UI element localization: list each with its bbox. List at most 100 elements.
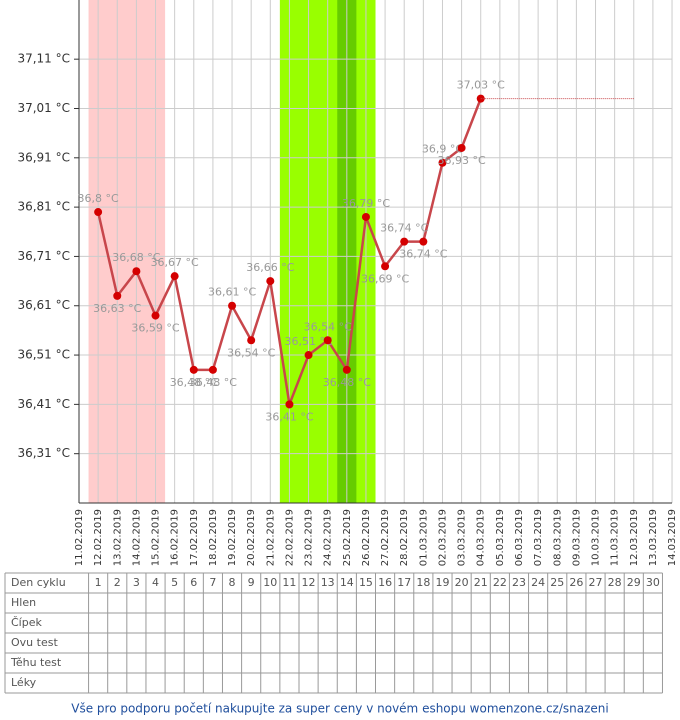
x-tick-label: 11.02.2019 xyxy=(74,509,85,566)
y-tick-label: 37,01 °C xyxy=(17,101,70,115)
row-label: Léky xyxy=(11,676,37,689)
x-tick-label: 10.03.2019 xyxy=(591,509,602,566)
data-label: 36,48 °C xyxy=(189,376,237,389)
y-tick-label: 36,61 °C xyxy=(17,298,70,312)
footer-link[interactable]: Vše pro podporu početí nakupujte za supe… xyxy=(71,702,608,716)
x-tick-label: 27.02.2019 xyxy=(380,509,391,566)
data-label: 36,9 °C xyxy=(422,143,463,156)
cycle-day: 19 xyxy=(435,576,449,589)
x-tick-label: 13.03.2019 xyxy=(648,509,659,566)
point xyxy=(304,351,313,360)
cycle-day: 16 xyxy=(378,576,392,589)
x-tick-label: 28.02.2019 xyxy=(399,509,410,566)
data-label: 36,48 °C xyxy=(170,376,218,389)
point xyxy=(342,365,351,374)
point xyxy=(247,336,256,345)
cycle-day: 8 xyxy=(229,576,236,589)
point xyxy=(457,143,466,152)
point xyxy=(94,208,103,217)
x-tick-label: 05.03.2019 xyxy=(495,509,506,566)
point xyxy=(285,400,294,409)
x-tick-label: 04.03.2019 xyxy=(476,509,487,566)
x-tick-label: 24.02.2019 xyxy=(323,509,334,566)
data-label: 36,8 °C xyxy=(78,192,119,205)
x-tick-label: 16.02.2019 xyxy=(170,509,181,566)
cycle-day: 6 xyxy=(190,576,197,589)
row-label: Těhu test xyxy=(10,656,62,669)
cycle-day: 17 xyxy=(397,576,411,589)
row-label: Hlen xyxy=(11,596,36,609)
x-tick-label: 12.03.2019 xyxy=(629,509,640,566)
cycle-day: 2 xyxy=(114,576,121,589)
x-tick-label: 22.02.2019 xyxy=(284,509,295,566)
point xyxy=(170,272,179,281)
point xyxy=(266,277,275,286)
cycle-day: 26 xyxy=(569,576,583,589)
data-label: 36,69 °C xyxy=(361,272,409,285)
point xyxy=(381,262,390,271)
cycle-day: 23 xyxy=(512,576,526,589)
y-tick-label: 36,41 °C xyxy=(17,397,70,411)
point xyxy=(323,336,332,345)
cycle-day: 10 xyxy=(263,576,277,589)
row-label: Ovu test xyxy=(11,636,58,649)
x-tick-label: 13.02.2019 xyxy=(112,509,123,566)
y-tick-label: 37,11 °C xyxy=(17,52,70,66)
cycle-day: 3 xyxy=(133,576,140,589)
data-label: 36,79 °C xyxy=(342,197,390,210)
data-label: 36,66 °C xyxy=(246,261,294,274)
cycle-day: 27 xyxy=(589,576,603,589)
cycle-day: 25 xyxy=(550,576,564,589)
y-tick-label: 36,71 °C xyxy=(17,249,70,263)
data-label: 36,93 °C xyxy=(438,154,486,167)
y-tick-label: 36,31 °C xyxy=(17,446,70,460)
y-tick-label: 36,51 °C xyxy=(17,348,70,362)
point xyxy=(361,212,370,221)
cycle-day: 21 xyxy=(474,576,488,589)
x-tick-label: 17.02.2019 xyxy=(189,509,200,566)
cycle-day: 18 xyxy=(416,576,430,589)
cycle-day: 28 xyxy=(608,576,622,589)
x-tick-label: 03.03.2019 xyxy=(457,509,468,566)
data-label: 36,41 °C xyxy=(265,410,313,423)
x-tick-label: 25.02.2019 xyxy=(342,509,353,566)
point xyxy=(189,365,198,374)
x-tick-label: 12.02.2019 xyxy=(93,509,104,566)
data-label: 36,51 °C xyxy=(284,335,332,348)
point xyxy=(208,365,217,374)
x-tick-label: 14.03.2019 xyxy=(667,509,678,566)
x-tick-label: 26.02.2019 xyxy=(361,509,372,566)
data-label: 36,68 °C xyxy=(112,251,160,264)
point xyxy=(228,301,237,310)
x-tick-label: 15.02.2019 xyxy=(151,509,162,566)
point xyxy=(438,158,447,167)
x-tick-label: 19.02.2019 xyxy=(227,509,238,566)
cycle-day: 13 xyxy=(321,576,335,589)
x-tick-label: 18.02.2019 xyxy=(208,509,219,566)
x-tick-label: 02.03.2019 xyxy=(437,509,448,566)
cycle-day: 11 xyxy=(282,576,296,589)
cycle-day: 29 xyxy=(627,576,641,589)
x-tick-label: 08.03.2019 xyxy=(552,509,563,566)
data-label: 36,74 °C xyxy=(380,222,428,235)
cycle-day: 1 xyxy=(95,576,102,589)
cycle-day: 5 xyxy=(171,576,178,589)
cycle-day: 30 xyxy=(646,576,660,589)
cycle-day: 20 xyxy=(455,576,469,589)
data-label: 36,74 °C xyxy=(399,248,447,261)
point xyxy=(113,291,122,300)
y-tick-label: 36,81 °C xyxy=(17,200,70,214)
row-label: Čípek xyxy=(11,616,42,629)
data-label: 36,61 °C xyxy=(208,286,256,299)
data-label: 36,48 °C xyxy=(323,376,371,389)
data-label: 37,03 °C xyxy=(457,79,505,92)
x-tick-label: 06.03.2019 xyxy=(514,509,525,566)
cycle-day: 24 xyxy=(531,576,545,589)
data-label: 36,54 °C xyxy=(227,346,275,359)
cycle-day: 9 xyxy=(248,576,255,589)
point xyxy=(400,237,409,246)
x-tick-label: 14.02.2019 xyxy=(131,509,142,566)
cycle-day: 22 xyxy=(493,576,507,589)
cycle-day: 14 xyxy=(340,576,354,589)
cycle-day: 4 xyxy=(152,576,159,589)
